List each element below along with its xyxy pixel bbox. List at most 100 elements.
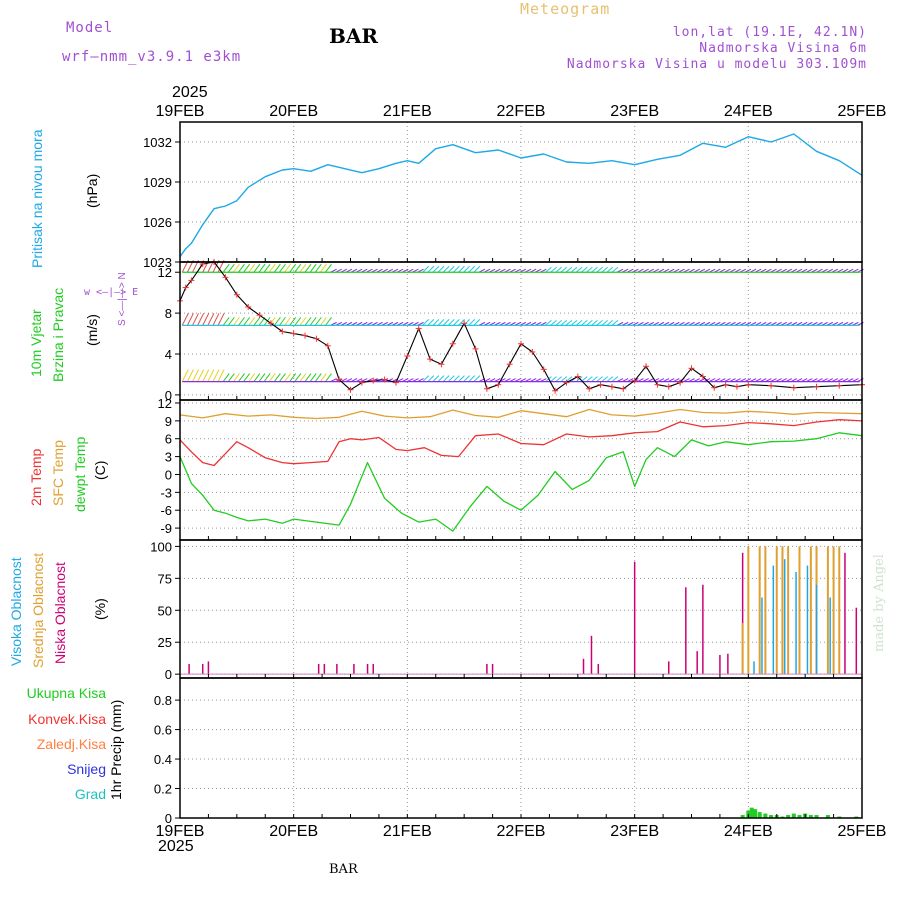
wind-barb xyxy=(207,313,215,326)
wind-barb xyxy=(227,263,235,273)
wind-barb xyxy=(294,317,302,326)
wind-barb xyxy=(233,317,240,326)
wind-barb xyxy=(319,373,327,382)
wind-barb xyxy=(268,263,276,273)
wind-barb xyxy=(279,317,286,326)
pressure-ytick-label: 1029 xyxy=(143,175,172,190)
wind-barb xyxy=(238,317,245,326)
wind-barb xyxy=(555,376,562,382)
precip-legend-snow: Snijeg xyxy=(67,761,106,777)
wind-barb xyxy=(217,369,225,382)
wind-barb xyxy=(248,317,256,326)
wind-barb xyxy=(611,266,619,273)
temp-ytick-label: 0 xyxy=(165,467,172,482)
wind-barb xyxy=(586,266,593,273)
temp-ytick-label: 12 xyxy=(158,396,172,411)
wind-barb xyxy=(596,319,603,326)
pressure-ytick-label: 1032 xyxy=(143,135,172,150)
x-tick-label-bottom: 21FEB xyxy=(383,823,432,840)
temp-ytick-label: 3 xyxy=(165,450,172,465)
wind-barb xyxy=(442,375,450,382)
cloud-ytick-label: 75 xyxy=(158,571,172,586)
wind-barb xyxy=(233,373,240,382)
precip-ytick-label: 0.8 xyxy=(154,693,172,708)
meteogram-label: Meteogram xyxy=(520,0,611,18)
precip-bar xyxy=(814,815,819,818)
precip-bar xyxy=(791,813,796,818)
wind-barb xyxy=(596,266,603,273)
x-tick-label-bottom: 20FEB xyxy=(269,823,318,840)
wind-barb xyxy=(432,319,440,326)
wind-barb xyxy=(596,376,603,382)
wind-barb xyxy=(325,317,332,326)
wind-barb xyxy=(555,266,562,273)
pressure-ytick-label: 1023 xyxy=(143,255,172,270)
wind-barb xyxy=(601,319,609,326)
cloud-ytick-label: 25 xyxy=(158,635,172,650)
wind-barb xyxy=(217,313,225,326)
wind-barb xyxy=(560,376,568,382)
page-title: BAR xyxy=(329,24,379,48)
x-tick-label-top: 20FEB xyxy=(269,103,318,120)
x-tick-label-bottom: 19FEB xyxy=(156,823,205,840)
wind-ytick-label: 12 xyxy=(158,265,172,280)
wind-barb xyxy=(570,319,578,326)
wind-barb xyxy=(253,373,261,382)
precip-ytick-label: 0 xyxy=(165,811,172,826)
wind-barb xyxy=(422,375,430,382)
wind-barb xyxy=(258,373,266,382)
wind-barb xyxy=(222,317,230,326)
precip-bar xyxy=(763,813,768,818)
wind-barb xyxy=(181,313,189,326)
temp-line-0 xyxy=(179,419,863,467)
wind-barb xyxy=(453,375,460,382)
wind-barb xyxy=(580,319,588,326)
wind-barb xyxy=(458,319,465,326)
wind-barb xyxy=(437,265,445,273)
wind-barb xyxy=(550,376,557,382)
wind-barb xyxy=(299,317,307,326)
wind-barb xyxy=(447,319,455,326)
precip-legend-total: Ukupna Kisa xyxy=(26,685,106,701)
wind-barb xyxy=(304,373,312,382)
temp-line-2 xyxy=(179,432,863,532)
wind-barb xyxy=(238,373,245,382)
precip-bar xyxy=(769,815,774,818)
x-tick-label-top: 25FEB xyxy=(838,103,887,120)
precip-ytick-label: 0.6 xyxy=(154,723,172,738)
wind-barb xyxy=(238,263,245,273)
wind-barb xyxy=(202,313,210,326)
wind-barb xyxy=(586,319,593,326)
wind-barb xyxy=(437,375,445,382)
wind-barb xyxy=(202,369,210,382)
wind-barb xyxy=(606,266,614,273)
precip-ytick-label: 0.4 xyxy=(154,752,172,767)
wind-barb xyxy=(555,319,562,326)
wind-barb xyxy=(243,373,251,382)
wind-barb xyxy=(233,263,240,273)
wind-barb xyxy=(437,319,445,326)
wind-barb xyxy=(268,373,276,382)
footer-station: BAR xyxy=(329,862,358,877)
wind-barb xyxy=(319,263,327,273)
wind-barb xyxy=(560,319,568,326)
wind-barb xyxy=(181,369,189,382)
wind-barb xyxy=(314,373,322,382)
wind-barb xyxy=(186,313,194,326)
precip-legend-hail: Grad xyxy=(74,786,106,802)
wind-barb xyxy=(468,375,476,382)
wind-barb xyxy=(186,369,194,382)
x-tick-label-top: 24FEB xyxy=(724,103,773,120)
x-tick-label-top: 23FEB xyxy=(610,103,659,120)
wind-barb xyxy=(447,265,455,273)
wind-barb xyxy=(575,376,583,382)
wind-barb xyxy=(253,317,261,326)
wind-barb xyxy=(473,375,481,382)
wind-barb xyxy=(227,373,235,382)
wind-barb xyxy=(325,263,332,273)
wind-barb xyxy=(601,376,609,382)
wind-ytick-label: 0 xyxy=(165,388,172,403)
wind-barb xyxy=(580,266,588,273)
wind-barb xyxy=(565,319,573,326)
wind-barb xyxy=(299,373,307,382)
